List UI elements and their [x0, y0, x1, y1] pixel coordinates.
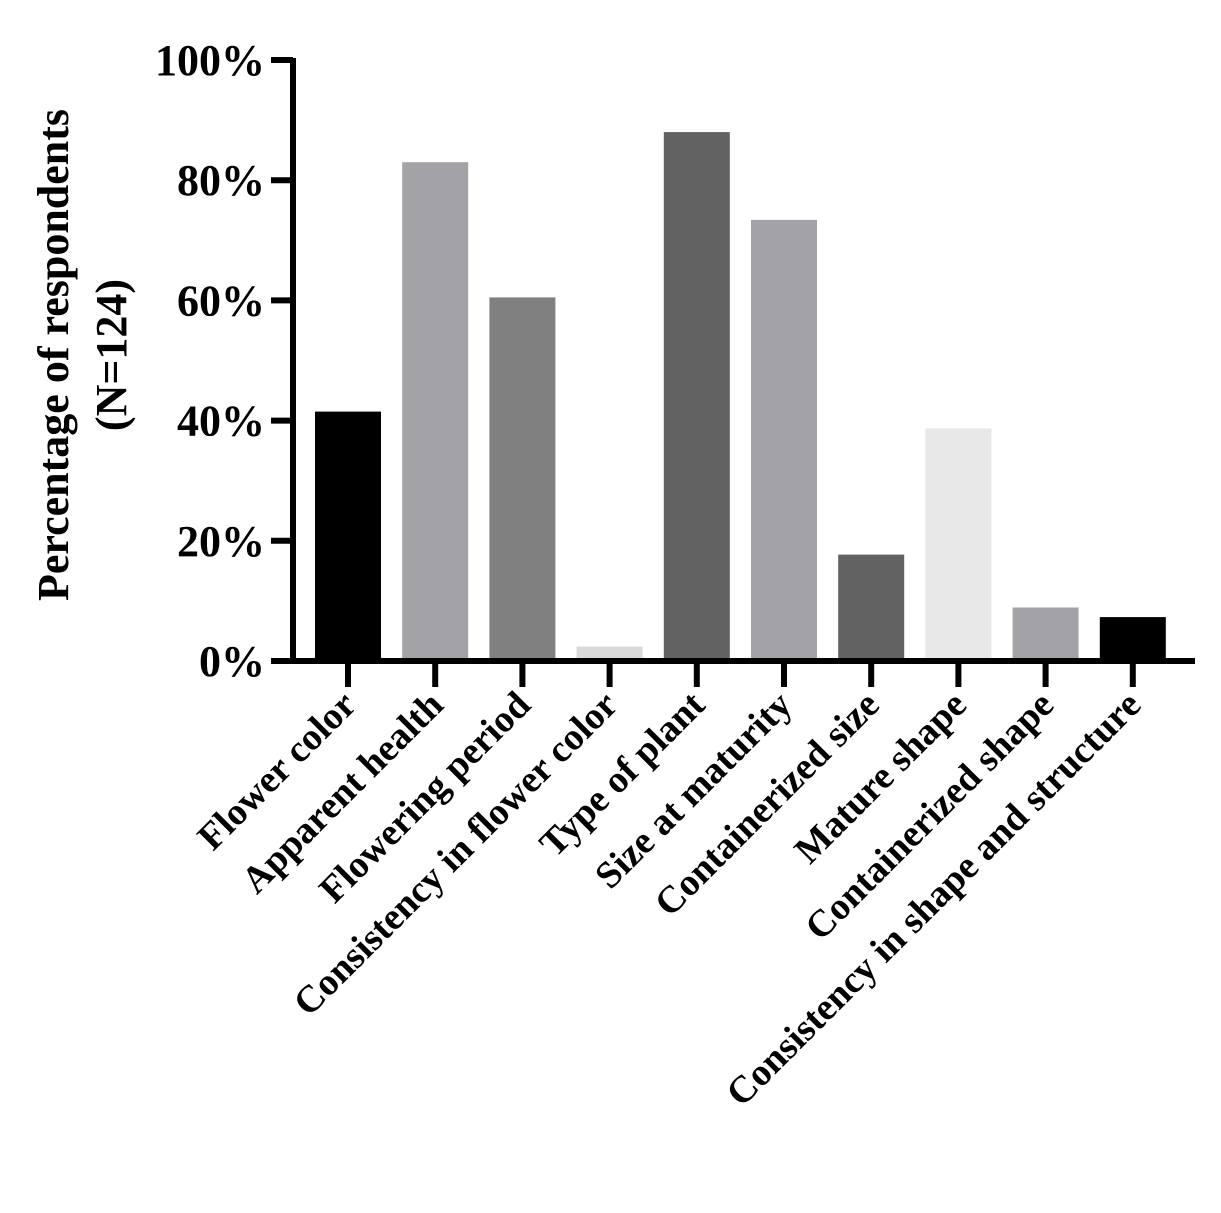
- bar-6: [751, 219, 817, 661]
- bar-7: [838, 554, 905, 661]
- y-tick-label: 60%: [177, 276, 265, 325]
- bar-5: [663, 132, 730, 662]
- y-axis-title: Percentage of respondents (N=124): [29, 109, 136, 601]
- bar-4: [576, 646, 643, 661]
- y-axis-title-line-1: Percentage of respondents: [29, 109, 78, 601]
- bar-8: [925, 428, 992, 661]
- bar-2: [402, 162, 469, 661]
- y-tick-label: 0%: [199, 637, 265, 686]
- y-axis-title-line-2: (N=124): [87, 279, 136, 431]
- y-tick-label: 100%: [155, 36, 265, 85]
- bar-9: [1012, 607, 1079, 661]
- bars-group: [315, 132, 1166, 662]
- y-tick-label: 40%: [177, 397, 265, 446]
- bar-1: [315, 411, 381, 661]
- y-tick-label: 20%: [177, 517, 265, 566]
- bar-10: [1099, 617, 1166, 661]
- y-axis: 0% 20% 40% 60% 80% 100%: [155, 36, 296, 686]
- bar-3: [489, 297, 556, 661]
- y-tick-label: 80%: [177, 156, 265, 205]
